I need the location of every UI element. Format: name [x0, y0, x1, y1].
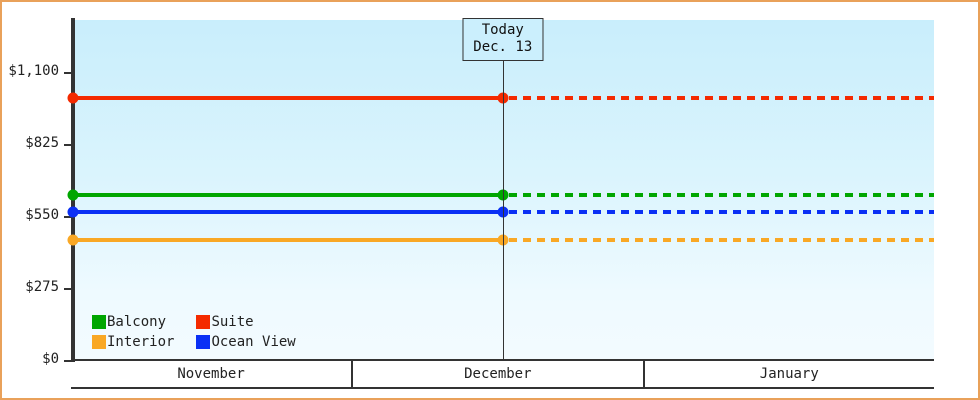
y-tick-mark: [64, 144, 71, 146]
series-dashed-interior: [508, 238, 934, 243]
series-marker-start-interior[interactable]: [67, 234, 79, 246]
legend-item-ocean-view[interactable]: Ocean View: [196, 334, 296, 350]
series-marker-start-balcony[interactable]: [67, 189, 79, 201]
month-band-label: November: [177, 366, 245, 382]
y-tick-label: $550: [25, 207, 59, 223]
y-tick-mark: [64, 360, 71, 362]
series-dashed-ocean-view: [508, 210, 934, 215]
y-tick-mark: [64, 216, 71, 218]
y-tick-label: $825: [25, 135, 59, 151]
legend-item-balcony[interactable]: Balcony: [92, 314, 174, 330]
month-band-december[interactable]: December: [351, 361, 642, 387]
legend-swatch-icon: [92, 335, 106, 349]
month-band-label: January: [759, 366, 819, 382]
today-vertical-line: [502, 60, 504, 360]
y-tick-label: $0: [42, 351, 59, 367]
series-dashed-suite: [508, 96, 934, 101]
legend-label: Interior: [107, 334, 175, 350]
series-solid-suite: [73, 96, 503, 101]
legend-swatch-icon: [196, 335, 211, 349]
x-axis: [71, 359, 934, 361]
legend-item-suite[interactable]: Suite: [196, 314, 295, 330]
series-solid-ocean-view: [73, 210, 503, 215]
series-solid-balcony: [73, 193, 503, 198]
month-band-row: November December January: [71, 361, 934, 389]
series-dashed-balcony: [508, 193, 934, 198]
legend-swatch-icon: [196, 315, 211, 329]
chart-legend: Balcony Suite Interior Ocean View: [92, 314, 296, 350]
y-tick-label: $1,100: [8, 63, 59, 79]
legend-label: Balcony: [107, 314, 167, 330]
today-label-line1: Today: [481, 22, 524, 38]
month-band-november[interactable]: November: [71, 361, 351, 387]
today-label-line2: Dec. 13: [473, 39, 533, 55]
series-solid-interior: [73, 238, 503, 243]
legend-swatch-icon: [92, 315, 106, 329]
month-band-january[interactable]: January: [642, 361, 934, 387]
legend-item-interior[interactable]: Interior: [92, 334, 174, 350]
y-tick-mark: [64, 72, 71, 74]
legend-label: Suite: [211, 314, 254, 330]
series-marker-start-ocean-view[interactable]: [67, 206, 79, 218]
legend-label: Ocean View: [211, 334, 296, 350]
series-marker-start-suite[interactable]: [67, 92, 79, 104]
y-tick-label: $275: [25, 279, 59, 295]
today-label-box[interactable]: Today Dec. 13: [462, 18, 544, 61]
y-tick-mark: [64, 288, 71, 290]
month-band-label: December: [464, 366, 532, 382]
